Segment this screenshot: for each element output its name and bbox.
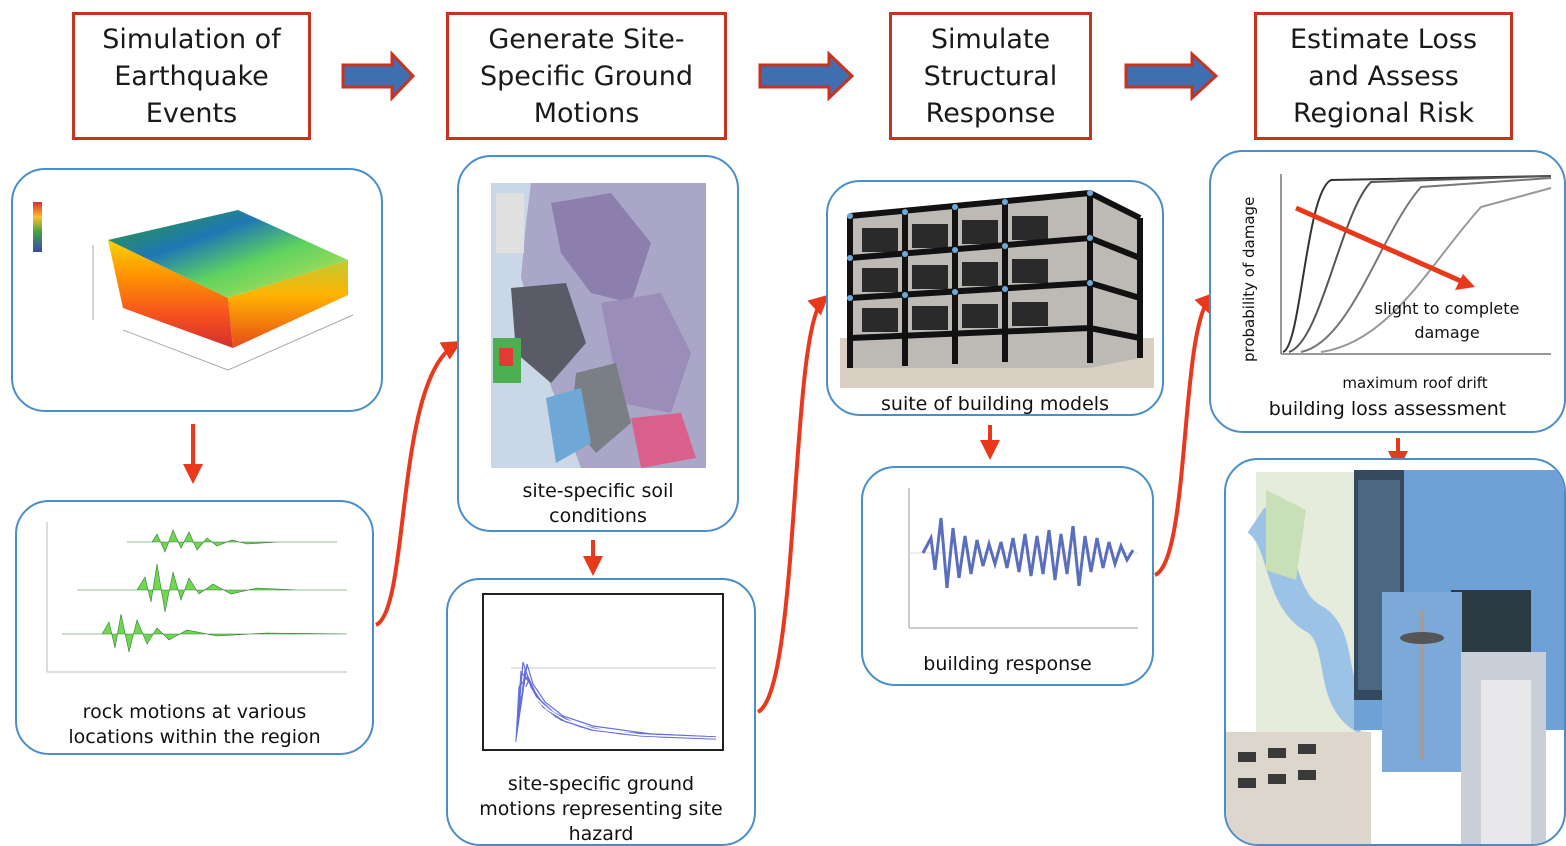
stage-simulate-structural-response: Simulate Structural Response [889,12,1092,140]
connector-response-to-loss [1153,292,1216,577]
connector-rock-to-soil [374,340,462,627]
panel-soil-conditions: site-specific soil conditions [457,155,739,532]
loss-assessment-caption: building loss assessment [1268,398,1507,420]
ground-motion-spectra-plot [482,593,724,751]
stage-3-line-2: Structural [923,60,1058,92]
soil-caption-line-1: site-specific soil [522,480,674,502]
block-arrow-3 [1124,50,1219,102]
ground-caption-line-3: hazard [568,823,634,845]
building-response-plot [908,488,1138,629]
fragility-curves-plot: probability of damage slight to complete… [1240,174,1552,392]
ground-caption-line-1: site-specific ground [507,773,695,795]
block-arrow-1 [341,50,416,102]
panel-building-response: building response [861,466,1154,686]
stage-2-line-1: Generate Site- [488,23,685,55]
stage-4-line-1: Estimate Loss [1289,23,1478,55]
connector-ground-to-building [756,294,829,714]
panel-building-models: suite of building models [826,180,1164,416]
velocity-model-3d-image [33,202,354,371]
stage-1-line-3: Events [145,97,238,129]
panel-regional-risk [1224,458,1566,846]
building-response-caption: building response [923,653,1092,675]
building-frame-image [840,189,1154,388]
stage-3-line-3: Response [925,97,1056,129]
ground-caption-line-2: motions representing site [479,798,723,820]
fragility-annotation-line-1: slight to complete [1375,299,1520,318]
block-arrow-2 [758,50,855,102]
rock-motion-seismograms [46,522,348,673]
stage-3-line-1: Simulate [930,23,1051,55]
stage-4-line-2: and Assess [1308,60,1459,92]
stage-4-line-3: Regional Risk [1292,97,1475,129]
rock-motions-caption-line-1: rock motions at various [82,701,307,723]
fragility-annotation-line-2: damage [1414,323,1479,342]
regional-buildings-collage [1226,470,1564,844]
panel-earthquake-model [11,168,383,412]
stage-2-line-2: Specific Ground [480,60,693,92]
panel-loss-assessment: probability of damage slight to complete… [1209,150,1566,433]
stage-1-line-1: Simulation of [102,23,281,55]
stage-1-line-2: Earthquake [114,60,269,92]
stage-simulation-of-earthquake-events: Simulation of Earthquake Events [72,12,311,140]
fragility-xlabel: maximum roof drift [1342,374,1487,392]
soil-map-image [491,183,706,468]
stage-2-line-3: Motions [533,97,640,129]
panel-rock-motions: rock motions at various locations within… [15,500,374,755]
fragility-ylabel: probability of damage [1240,197,1258,362]
panel-ground-motions: site-specific ground motions representin… [446,578,756,846]
stage-generate-ground-motions: Generate Site- Specific Ground Motions [446,12,727,140]
building-models-caption: suite of building models [881,393,1109,415]
soil-caption-line-2: conditions [549,505,647,527]
rock-motions-caption-line-2: locations within the region [68,726,321,748]
stage-estimate-loss: Estimate Loss and Assess Regional Risk [1254,12,1513,140]
